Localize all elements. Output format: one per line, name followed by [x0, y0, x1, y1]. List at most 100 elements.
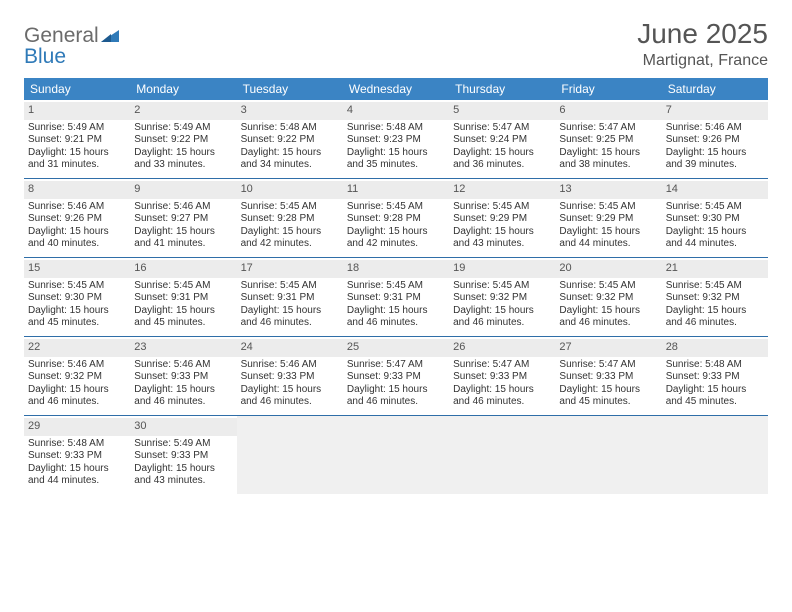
- sunset-text: Sunset: 9:26 PM: [28, 213, 126, 226]
- logo-word-blue: Blue: [24, 45, 119, 68]
- daylight-text: and 42 minutes.: [241, 238, 339, 251]
- daylight-text: Daylight: 15 hours: [241, 305, 339, 318]
- sunset-text: Sunset: 9:29 PM: [559, 213, 657, 226]
- daylight-text: Daylight: 15 hours: [28, 147, 126, 160]
- day-number: 16: [130, 260, 236, 278]
- sunset-text: Sunset: 9:21 PM: [28, 134, 126, 147]
- day-header: Tuesday: [237, 78, 343, 100]
- logo-text: General Blue: [24, 24, 119, 68]
- day-cell: 30Sunrise: 5:49 AMSunset: 9:33 PMDayligh…: [130, 416, 236, 494]
- daylight-text: Daylight: 15 hours: [347, 384, 445, 397]
- daylight-text: Daylight: 15 hours: [453, 147, 551, 160]
- daylight-text: and 31 minutes.: [28, 159, 126, 172]
- daylight-text: and 41 minutes.: [134, 238, 232, 251]
- day-header: Monday: [130, 78, 236, 100]
- day-number: 28: [662, 339, 768, 357]
- daylight-text: and 44 minutes.: [28, 475, 126, 488]
- daylight-text: and 42 minutes.: [347, 238, 445, 251]
- sunrise-text: Sunrise: 5:46 AM: [241, 359, 339, 372]
- day-cell: 9Sunrise: 5:46 AMSunset: 9:27 PMDaylight…: [130, 179, 236, 257]
- sunset-text: Sunset: 9:33 PM: [347, 371, 445, 384]
- daylight-text: and 39 minutes.: [666, 159, 764, 172]
- sunrise-text: Sunrise: 5:47 AM: [559, 359, 657, 372]
- daylight-text: Daylight: 15 hours: [559, 305, 657, 318]
- day-number: 13: [555, 181, 661, 199]
- sunrise-text: Sunrise: 5:45 AM: [666, 280, 764, 293]
- day-header: Thursday: [449, 78, 555, 100]
- sunrise-text: Sunrise: 5:46 AM: [666, 122, 764, 135]
- sunrise-text: Sunrise: 5:46 AM: [134, 359, 232, 372]
- day-number: 21: [662, 260, 768, 278]
- daylight-text: Daylight: 15 hours: [666, 147, 764, 160]
- daylight-text: Daylight: 15 hours: [347, 147, 445, 160]
- sunset-text: Sunset: 9:24 PM: [453, 134, 551, 147]
- daylight-text: Daylight: 15 hours: [347, 226, 445, 239]
- day-number: 6: [555, 102, 661, 120]
- sunrise-text: Sunrise: 5:46 AM: [28, 201, 126, 214]
- day-header-row: Sunday Monday Tuesday Wednesday Thursday…: [24, 78, 768, 100]
- day-number: 19: [449, 260, 555, 278]
- day-cell: 1Sunrise: 5:49 AMSunset: 9:21 PMDaylight…: [24, 100, 130, 178]
- sunset-text: Sunset: 9:32 PM: [559, 292, 657, 305]
- sunrise-text: Sunrise: 5:48 AM: [241, 122, 339, 135]
- daylight-text: Daylight: 15 hours: [134, 147, 232, 160]
- day-cell: 2Sunrise: 5:49 AMSunset: 9:22 PMDaylight…: [130, 100, 236, 178]
- sunrise-text: Sunrise: 5:45 AM: [134, 280, 232, 293]
- sunrise-text: Sunrise: 5:46 AM: [28, 359, 126, 372]
- sunrise-text: Sunrise: 5:45 AM: [453, 201, 551, 214]
- day-number: 9: [130, 181, 236, 199]
- page-subtitle: Martignat, France: [637, 52, 768, 70]
- weeks-container: 1Sunrise: 5:49 AMSunset: 9:21 PMDaylight…: [24, 100, 768, 494]
- day-cell: 6Sunrise: 5:47 AMSunset: 9:25 PMDaylight…: [555, 100, 661, 178]
- sunrise-text: Sunrise: 5:45 AM: [666, 201, 764, 214]
- daylight-text: Daylight: 15 hours: [28, 384, 126, 397]
- day-number: 25: [343, 339, 449, 357]
- sunrise-text: Sunrise: 5:45 AM: [347, 280, 445, 293]
- day-cell: 8 Sunrise: 5:46 AMSunset: 9:26 PMDaylight…: [24, 179, 130, 257]
- sunrise-text: Sunrise: 5:47 AM: [453, 359, 551, 372]
- sunrise-text: Sunrise: 5:45 AM: [559, 280, 657, 293]
- daylight-text: and 46 minutes.: [453, 396, 551, 409]
- daylight-text: Daylight: 15 hours: [666, 226, 764, 239]
- day-number: 11: [343, 181, 449, 199]
- week-row: 1Sunrise: 5:49 AMSunset: 9:21 PMDaylight…: [24, 100, 768, 179]
- daylight-text: Daylight: 15 hours: [241, 226, 339, 239]
- empty-cell: [449, 416, 555, 494]
- day-number: 8: [24, 181, 130, 199]
- daylight-text: Daylight: 15 hours: [666, 305, 764, 318]
- daylight-text: and 46 minutes.: [241, 317, 339, 330]
- sunrise-text: Sunrise: 5:45 AM: [28, 280, 126, 293]
- logo: General Blue: [24, 18, 119, 68]
- day-cell: 22Sunrise: 5:46 AMSunset: 9:32 PMDayligh…: [24, 337, 130, 415]
- day-number: 29: [24, 418, 130, 436]
- empty-cell: [555, 416, 661, 494]
- sunrise-text: Sunrise: 5:49 AM: [134, 122, 232, 135]
- day-number: 27: [555, 339, 661, 357]
- sunset-text: Sunset: 9:30 PM: [666, 213, 764, 226]
- week-row: 15Sunrise: 5:45 AMSunset: 9:30 PMDayligh…: [24, 258, 768, 337]
- sunset-text: Sunset: 9:32 PM: [28, 371, 126, 384]
- sunset-text: Sunset: 9:33 PM: [134, 371, 232, 384]
- day-header: Sunday: [24, 78, 130, 100]
- daylight-text: Daylight: 15 hours: [453, 226, 551, 239]
- daylight-text: Daylight: 15 hours: [28, 226, 126, 239]
- daylight-text: and 43 minutes.: [453, 238, 551, 251]
- daylight-text: and 34 minutes.: [241, 159, 339, 172]
- week-row: 29Sunrise: 5:48 AMSunset: 9:33 PMDayligh…: [24, 416, 768, 494]
- daylight-text: and 33 minutes.: [134, 159, 232, 172]
- day-cell: 16Sunrise: 5:45 AMSunset: 9:31 PMDayligh…: [130, 258, 236, 336]
- day-cell: 11Sunrise: 5:45 AMSunset: 9:28 PMDayligh…: [343, 179, 449, 257]
- day-number: 30: [130, 418, 236, 436]
- daylight-text: and 46 minutes.: [241, 396, 339, 409]
- daylight-text: and 46 minutes.: [453, 317, 551, 330]
- daylight-text: and 36 minutes.: [453, 159, 551, 172]
- daylight-text: and 44 minutes.: [666, 238, 764, 251]
- day-number: 3: [237, 102, 343, 120]
- sunset-text: Sunset: 9:33 PM: [241, 371, 339, 384]
- day-cell: 20Sunrise: 5:45 AMSunset: 9:32 PMDayligh…: [555, 258, 661, 336]
- day-cell: 24Sunrise: 5:46 AMSunset: 9:33 PMDayligh…: [237, 337, 343, 415]
- day-number: 17: [237, 260, 343, 278]
- daylight-text: and 38 minutes.: [559, 159, 657, 172]
- daylight-text: Daylight: 15 hours: [28, 463, 126, 476]
- day-cell: 4Sunrise: 5:48 AMSunset: 9:23 PMDaylight…: [343, 100, 449, 178]
